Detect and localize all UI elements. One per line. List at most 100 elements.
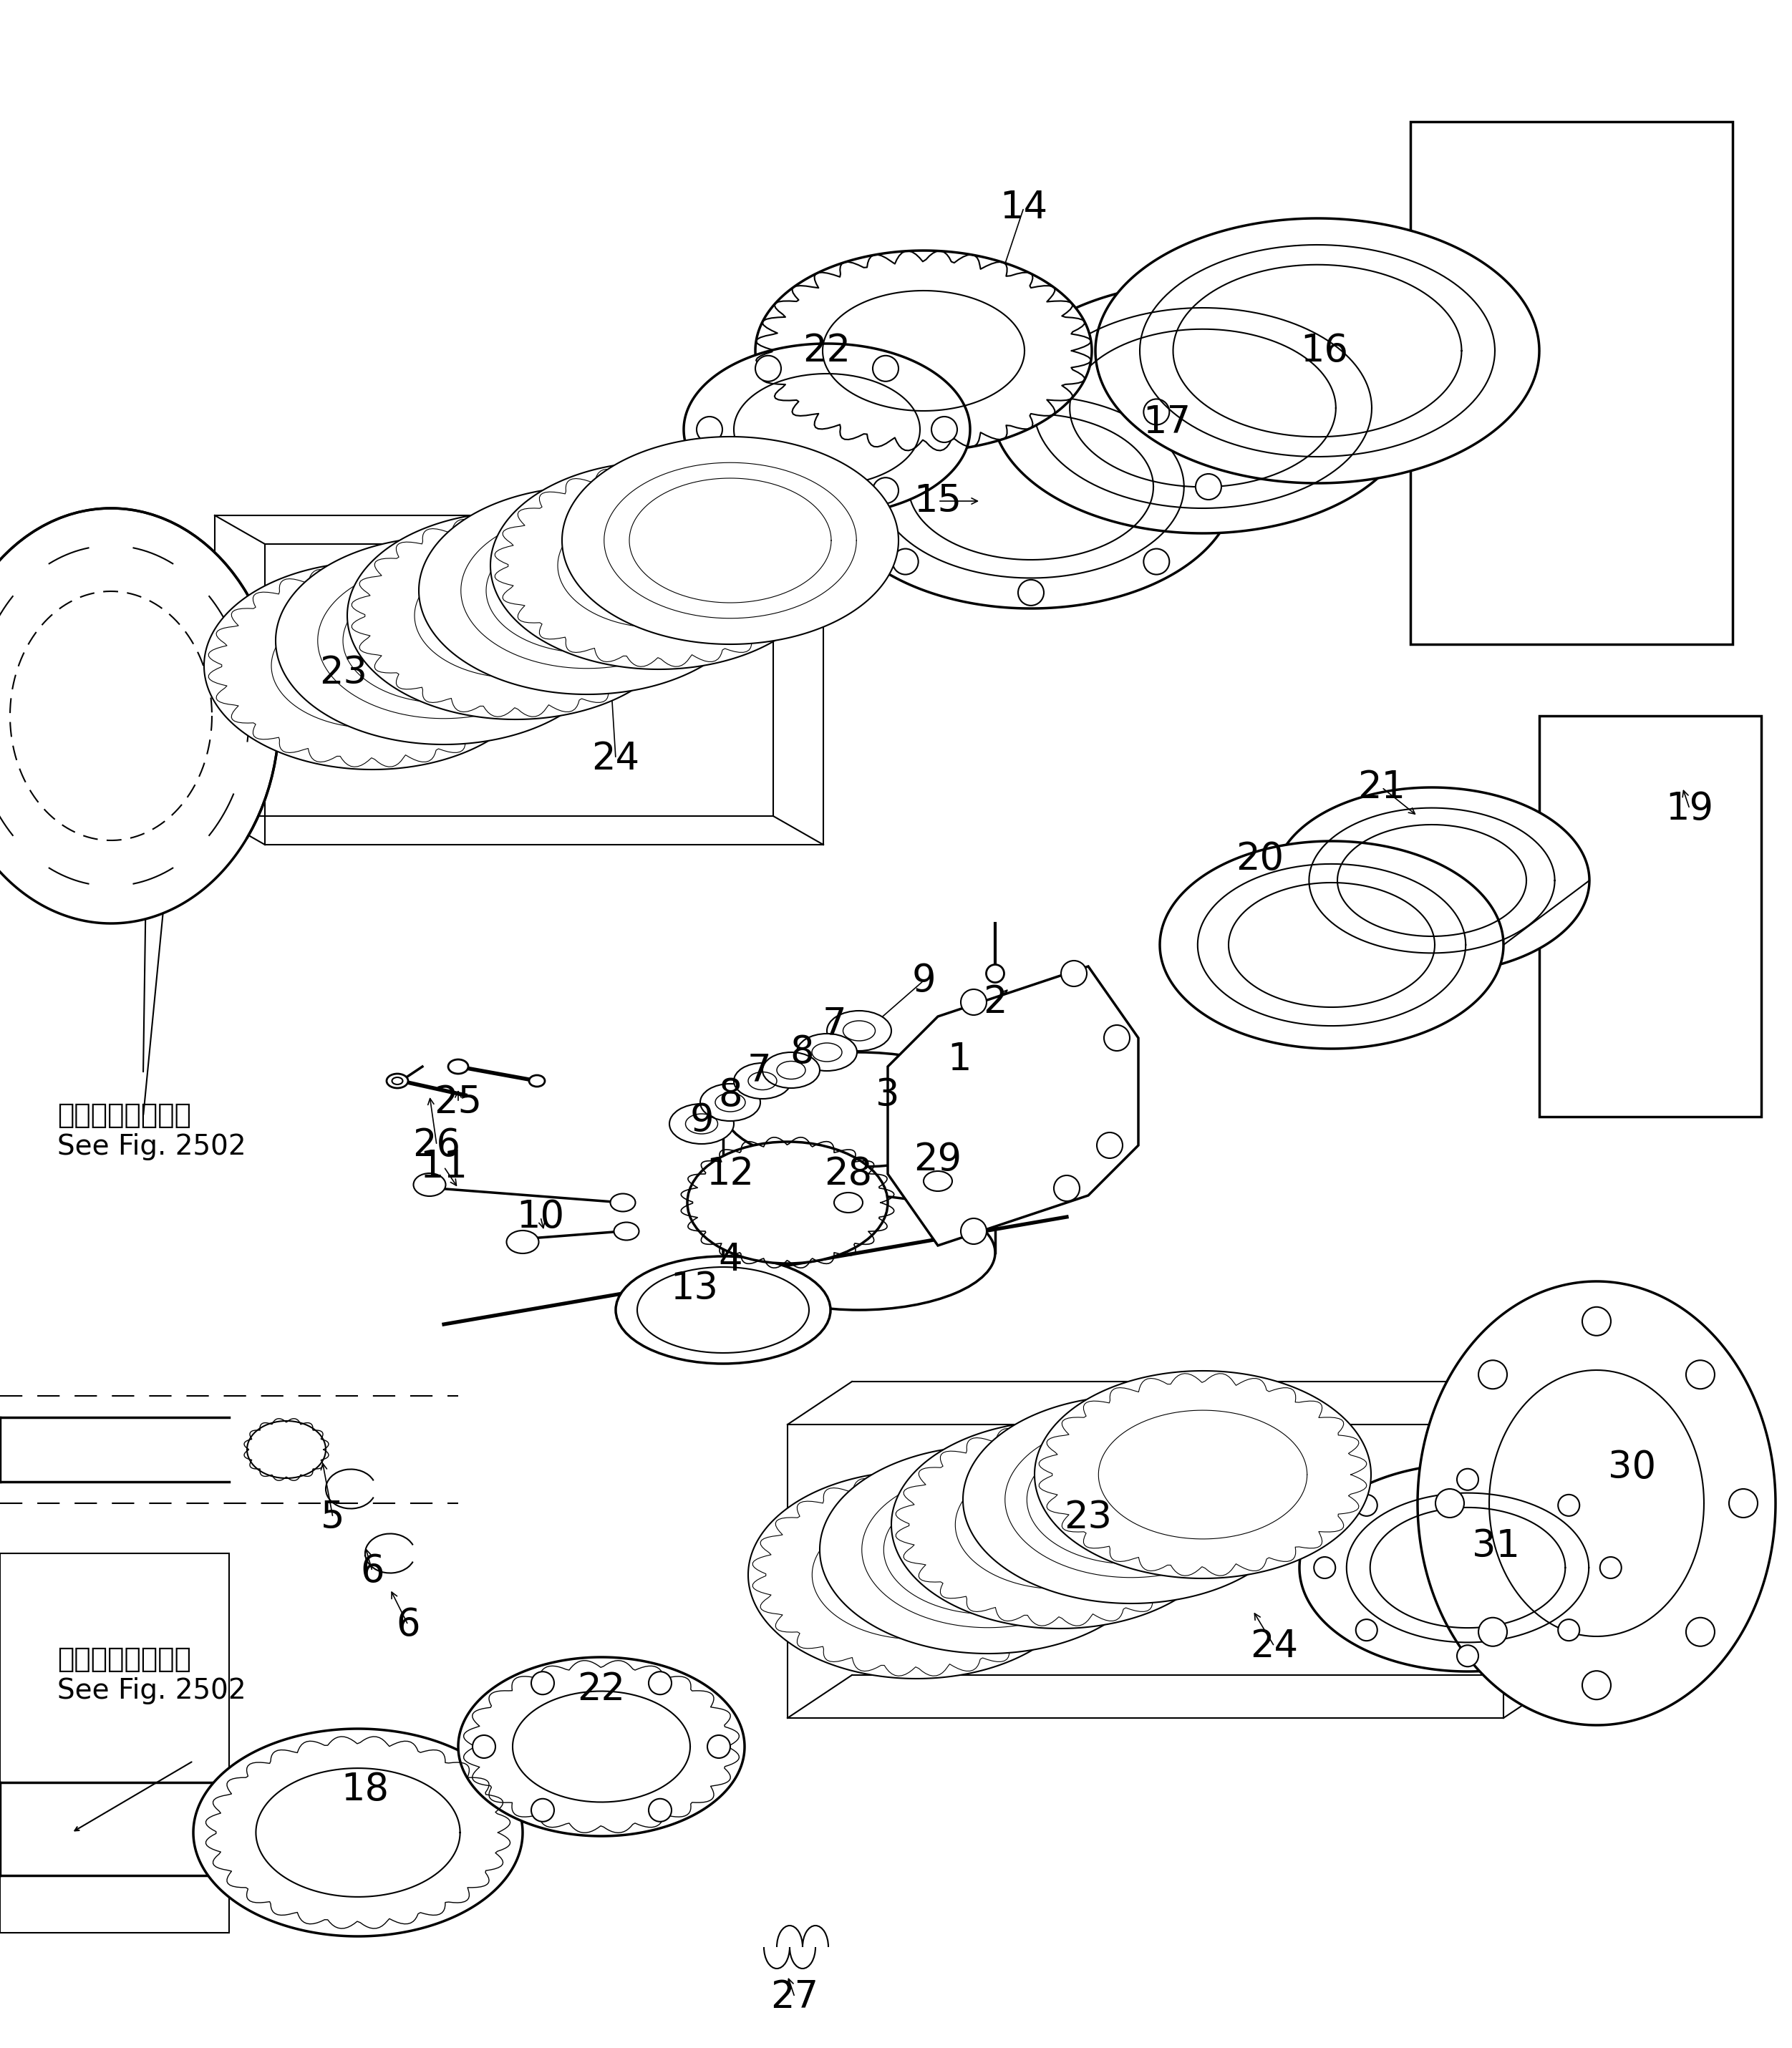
Text: 21: 21 <box>1358 768 1405 807</box>
Ellipse shape <box>414 1174 446 1196</box>
Circle shape <box>1457 1468 1478 1491</box>
Ellipse shape <box>507 1231 539 1253</box>
Text: 8: 8 <box>719 1077 742 1114</box>
Text: 10: 10 <box>516 1198 564 1235</box>
Circle shape <box>1018 580 1045 606</box>
Ellipse shape <box>387 1073 409 1087</box>
Circle shape <box>1104 1026 1129 1051</box>
Circle shape <box>1686 1360 1715 1389</box>
Polygon shape <box>276 537 613 745</box>
Ellipse shape <box>247 1421 326 1479</box>
Ellipse shape <box>688 1141 887 1264</box>
Circle shape <box>1582 1671 1611 1700</box>
Polygon shape <box>891 1421 1228 1628</box>
Text: 26: 26 <box>412 1126 461 1163</box>
Circle shape <box>1557 1620 1579 1640</box>
Circle shape <box>708 1735 731 1757</box>
Polygon shape <box>819 1446 1156 1653</box>
Circle shape <box>1314 1556 1335 1579</box>
Circle shape <box>649 1798 672 1821</box>
Ellipse shape <box>762 1053 819 1087</box>
Text: 24: 24 <box>1251 1628 1299 1665</box>
Polygon shape <box>1034 1370 1371 1579</box>
Polygon shape <box>1299 1464 1636 1671</box>
Text: 31: 31 <box>1473 1528 1520 1565</box>
Circle shape <box>840 473 866 500</box>
Circle shape <box>1686 1618 1715 1647</box>
Text: 29: 29 <box>914 1141 962 1178</box>
Circle shape <box>1457 1645 1478 1667</box>
Polygon shape <box>754 250 1091 451</box>
Circle shape <box>892 399 918 424</box>
Text: 第２５０２図参照
See Fig. 2502: 第２５０２図参照 See Fig. 2502 <box>57 1102 246 1161</box>
Text: 1: 1 <box>948 1040 971 1077</box>
Ellipse shape <box>724 1196 995 1311</box>
Text: 23: 23 <box>1064 1499 1113 1536</box>
Text: 12: 12 <box>706 1155 754 1192</box>
Text: 16: 16 <box>1301 332 1349 369</box>
Circle shape <box>649 1671 672 1694</box>
Circle shape <box>932 416 957 442</box>
Polygon shape <box>887 967 1138 1245</box>
Circle shape <box>1018 369 1045 393</box>
Ellipse shape <box>701 1083 760 1120</box>
Text: 15: 15 <box>914 483 962 520</box>
Polygon shape <box>0 1552 229 1933</box>
Circle shape <box>1143 549 1170 575</box>
Text: 3: 3 <box>876 1077 900 1114</box>
Circle shape <box>1143 399 1170 424</box>
Circle shape <box>1061 961 1086 987</box>
Polygon shape <box>491 461 826 670</box>
Text: 6: 6 <box>396 1606 419 1645</box>
Polygon shape <box>419 487 754 694</box>
Circle shape <box>473 1735 495 1757</box>
Polygon shape <box>348 512 685 719</box>
Text: 2: 2 <box>984 983 1007 1020</box>
Polygon shape <box>685 344 969 516</box>
Polygon shape <box>563 436 898 645</box>
Circle shape <box>1478 1618 1507 1647</box>
Ellipse shape <box>797 1034 857 1071</box>
Circle shape <box>530 1798 554 1821</box>
Polygon shape <box>1539 717 1762 1116</box>
Ellipse shape <box>529 1075 545 1087</box>
Text: 19: 19 <box>1665 791 1713 827</box>
Text: 23: 23 <box>319 653 367 692</box>
Circle shape <box>961 1219 987 1243</box>
Circle shape <box>1557 1495 1579 1516</box>
Circle shape <box>754 356 781 381</box>
Circle shape <box>1054 1176 1079 1202</box>
Ellipse shape <box>611 1194 636 1212</box>
Circle shape <box>1097 1133 1122 1159</box>
Text: 14: 14 <box>1000 188 1048 225</box>
Ellipse shape <box>615 1223 640 1241</box>
Polygon shape <box>1274 786 1590 973</box>
Polygon shape <box>194 1729 523 1935</box>
Text: 18: 18 <box>340 1772 389 1808</box>
Text: 24: 24 <box>591 739 640 778</box>
Circle shape <box>873 356 898 381</box>
Text: 7: 7 <box>823 1006 846 1042</box>
Ellipse shape <box>826 1012 891 1051</box>
Text: 22: 22 <box>803 332 851 369</box>
Polygon shape <box>749 1470 1084 1679</box>
Text: 8: 8 <box>790 1034 814 1071</box>
Circle shape <box>1582 1307 1611 1335</box>
Polygon shape <box>962 1397 1299 1604</box>
Ellipse shape <box>448 1059 468 1073</box>
Text: 20: 20 <box>1236 840 1285 879</box>
Text: 17: 17 <box>1143 403 1192 440</box>
Ellipse shape <box>986 965 1004 983</box>
Polygon shape <box>1417 1282 1776 1724</box>
Text: 4: 4 <box>719 1241 742 1278</box>
Circle shape <box>697 416 722 442</box>
Circle shape <box>1729 1489 1758 1518</box>
Text: 28: 28 <box>824 1155 873 1192</box>
Polygon shape <box>0 508 280 924</box>
Circle shape <box>1478 1360 1507 1389</box>
Polygon shape <box>204 561 541 770</box>
Circle shape <box>961 989 987 1016</box>
Ellipse shape <box>670 1104 735 1145</box>
Text: 11: 11 <box>419 1149 468 1186</box>
Circle shape <box>530 1671 554 1694</box>
